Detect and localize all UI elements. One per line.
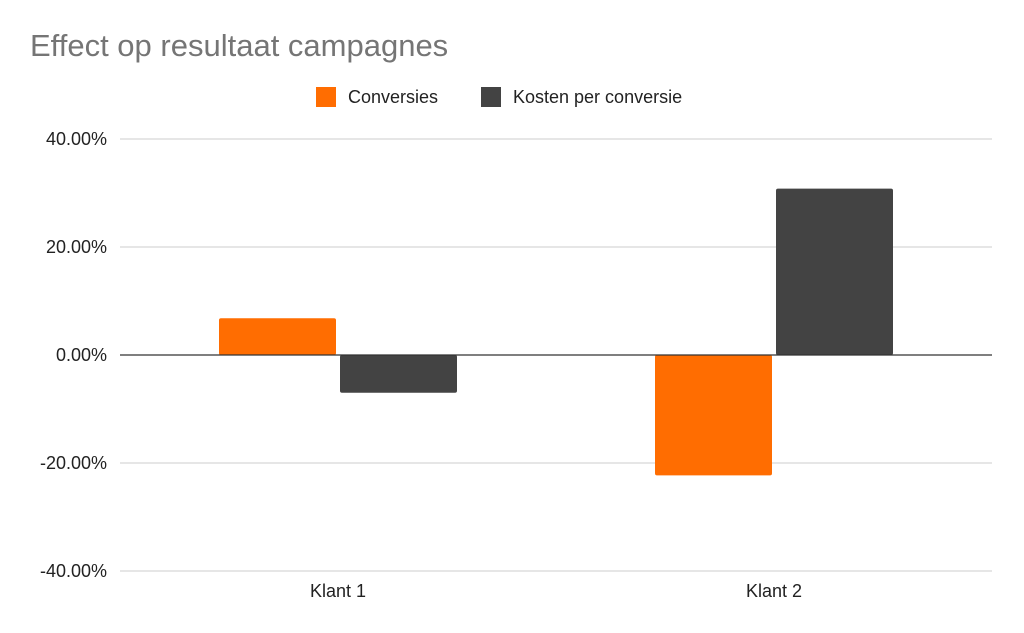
legend-label: Conversies bbox=[348, 87, 438, 107]
legend-label: Kosten per conversie bbox=[513, 87, 682, 107]
x-axis-tick-labels: Klant 1 Klant 2 bbox=[310, 581, 802, 601]
bar-conversies-klant-1 bbox=[219, 318, 336, 355]
y-tick-label: -20.00% bbox=[40, 453, 107, 473]
y-tick-label: 40.00% bbox=[46, 129, 107, 149]
bar-kosten-per-conversie-klant-1 bbox=[340, 355, 457, 393]
y-tick-label: 20.00% bbox=[46, 237, 107, 257]
legend: Conversies Kosten per conversie bbox=[316, 87, 682, 107]
y-axis-tick-labels: -40.00% -20.00% 0.00% 20.00% 40.00% bbox=[40, 129, 107, 581]
legend-swatch-kosten-per-conversie bbox=[481, 87, 501, 107]
bar-conversies-klant-2 bbox=[655, 355, 772, 476]
x-tick-label: Klant 1 bbox=[310, 581, 366, 601]
legend-swatch-conversies bbox=[316, 87, 336, 107]
y-tick-label: 0.00% bbox=[56, 345, 107, 365]
bars bbox=[219, 188, 893, 476]
y-tick-label: -40.00% bbox=[40, 561, 107, 581]
chart-title: Effect op resultaat campagnes bbox=[30, 28, 449, 63]
bar-kosten-per-conversie-klant-2 bbox=[776, 188, 893, 355]
x-tick-label: Klant 2 bbox=[746, 581, 802, 601]
